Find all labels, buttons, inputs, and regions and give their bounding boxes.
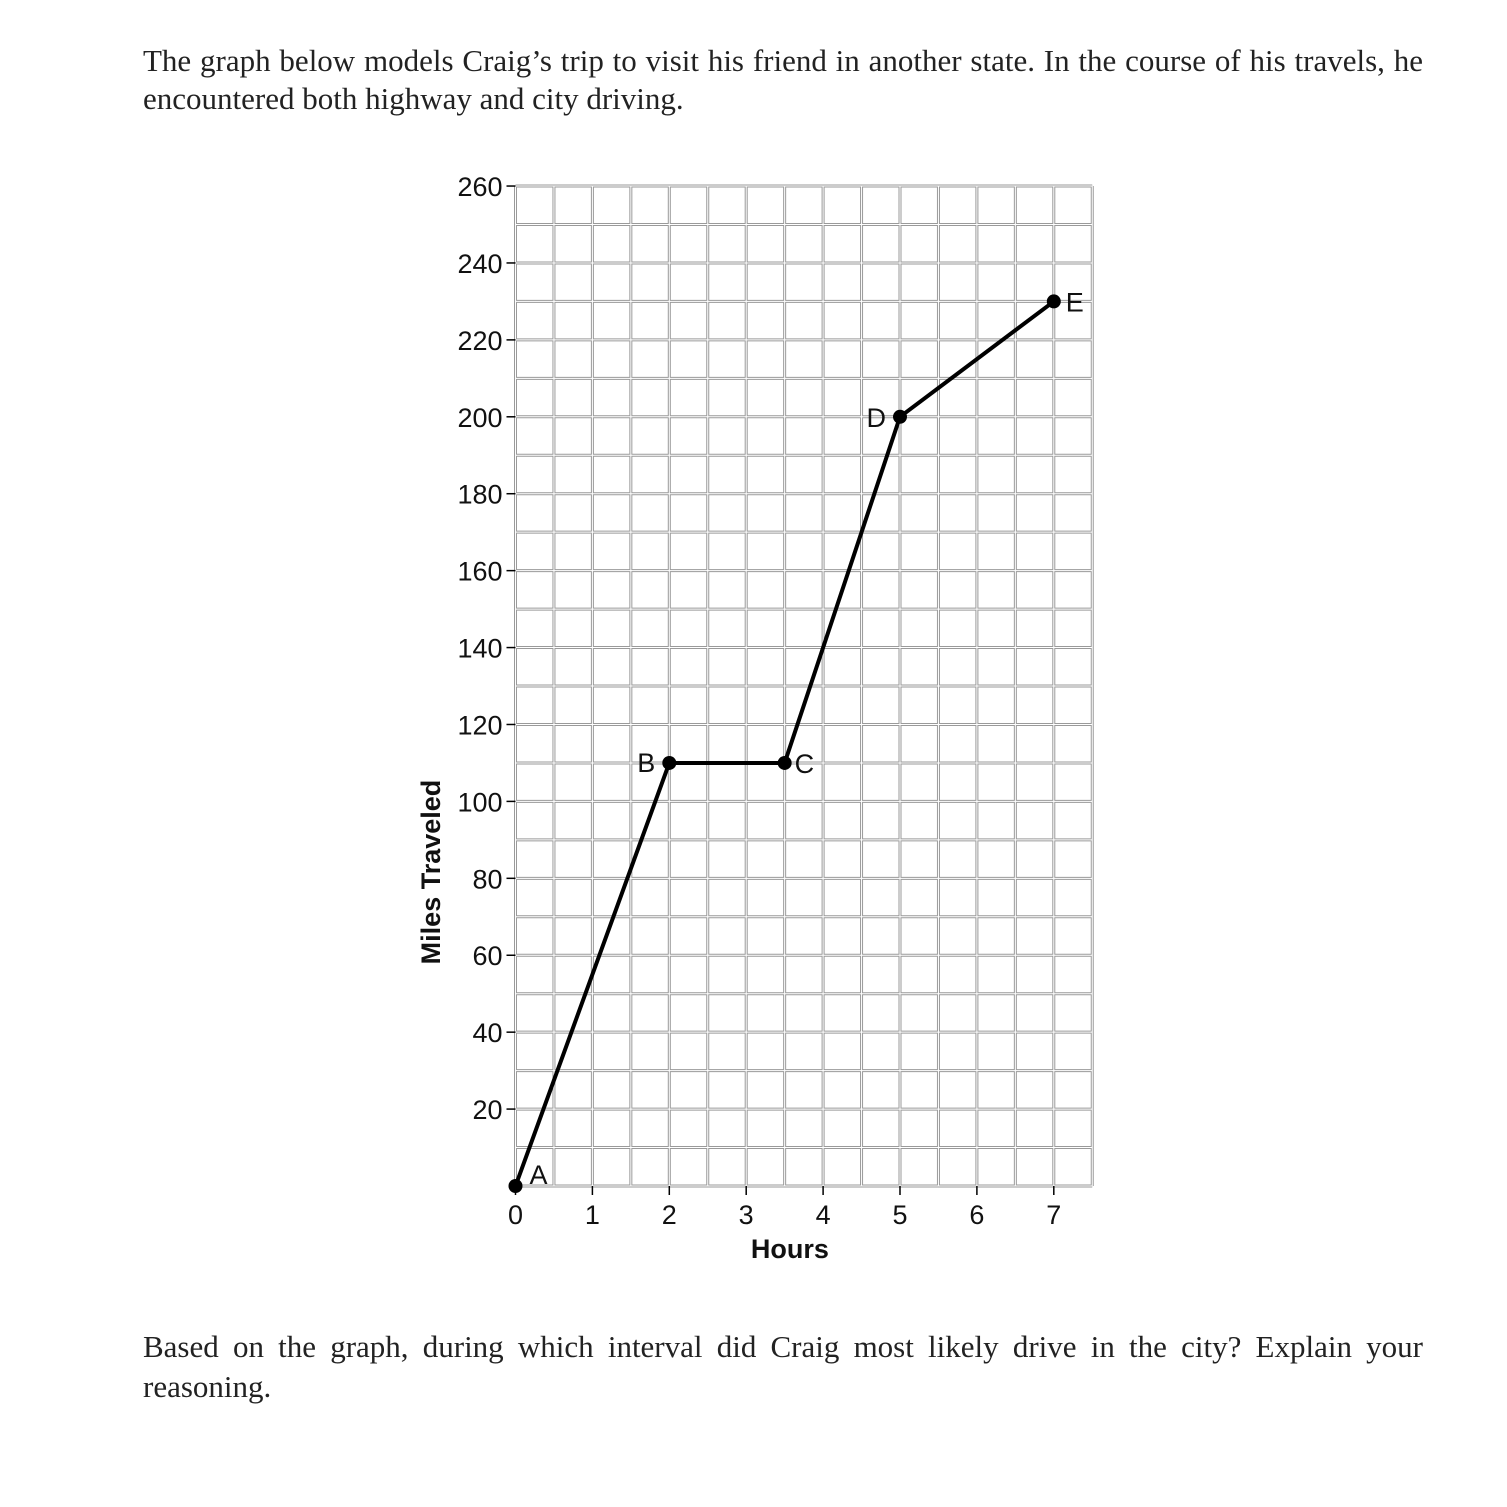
data-points: A B C D E [508,287,1084,1193]
point-label-e: E [1066,287,1084,317]
axis-ticks: 20 40 60 80 100 120 140 160 180 200 220 240 260 0 1 2 3 4… [457,172,1061,1230]
y-tick-label: 200 [457,403,502,433]
y-tick-label: 260 [457,172,502,202]
x-tick-label: 5 [892,1200,907,1230]
y-tick-label: 240 [457,249,502,279]
data-point-d [893,409,907,424]
data-point-c [777,755,792,770]
x-tick-label: 7 [1046,1200,1061,1230]
point-label-c: C [795,749,815,779]
y-tick-label: 40 [472,1018,502,1048]
y-tick-label: 80 [472,864,502,894]
data-point-b [662,755,677,770]
data-point-e [1046,294,1061,309]
y-tick-label: 100 [457,787,502,817]
x-tick-label: 2 [662,1200,677,1230]
y-tick-label: 180 [457,480,502,510]
x-tick-label: 0 [508,1200,523,1230]
question-prompt: Based on the graph, during which interva… [143,1329,1423,1404]
y-tick-label: 120 [457,710,502,740]
chart-grid [514,184,1094,1188]
point-label-d: D [867,403,887,433]
point-label-b: B [637,748,655,778]
y-axis-label: Miles Traveled [416,780,446,965]
x-tick-label: 3 [739,1200,754,1230]
x-tick-label: 4 [816,1200,831,1230]
y-tick-label: 60 [472,941,502,971]
question-intro: The graph below models Craig’s trip to v… [143,43,1423,116]
y-tick-label: 220 [457,326,502,356]
x-tick-label: 6 [969,1200,984,1230]
y-tick-label: 160 [457,557,502,587]
data-point-a [508,1179,523,1193]
y-tick-label: 20 [472,1095,502,1125]
point-label-a: A [530,1160,548,1190]
x-axis-label: Hours [751,1234,829,1264]
x-tick-label: 1 [585,1200,600,1230]
y-tick-label: 140 [457,634,502,664]
